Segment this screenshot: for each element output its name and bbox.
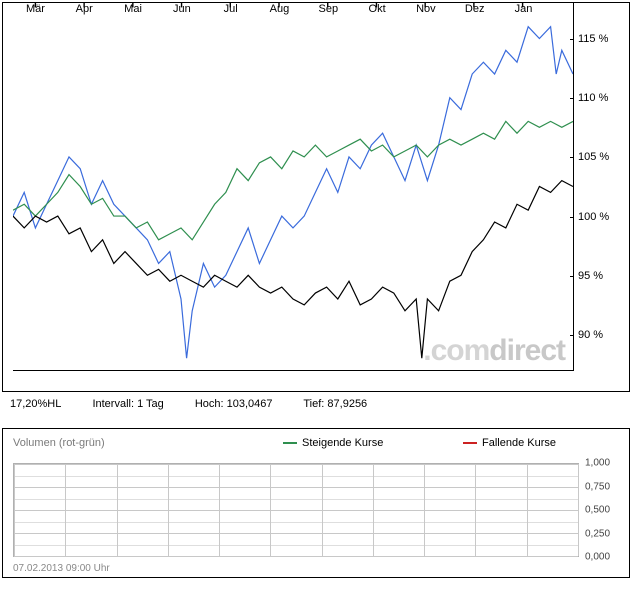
series-black: [13, 181, 573, 359]
y-tick-label: 115 %: [578, 33, 608, 45]
plot-area: .comdirect: [13, 3, 574, 371]
y-tick-label: 95 %: [578, 270, 603, 282]
volume-footer: 07.02.2013 09:00 Uhr: [13, 563, 110, 574]
y-tick-label: 100 %: [578, 211, 609, 223]
y-tick-label: 105 %: [578, 151, 609, 163]
legend-rising: Steigende Kurse: [283, 437, 383, 449]
volume-y-tick: 1,000: [585, 458, 610, 469]
plot-svg: [13, 3, 573, 370]
low-label: Tief: 87,9256: [303, 398, 367, 410]
volume-panel: Volumen (rot-grün) Steigende Kurse Falle…: [2, 428, 630, 578]
chart-container: MärAprMaiJunJulAugSepOktNovDezJan .comdi…: [0, 2, 632, 578]
volume-y-axis: 1,0000,7500,5000,2500,000: [581, 463, 625, 557]
volume-y-tick: 0,000: [585, 552, 610, 563]
y-tick-label: 90 %: [578, 329, 603, 341]
y-tick-label: 110 %: [578, 92, 608, 104]
volume-legend: Volumen (rot-grün) Steigende Kurse Falle…: [3, 429, 629, 459]
legend-up-line: [283, 442, 297, 444]
volume-y-tick: 0,750: [585, 481, 610, 492]
y-axis: 115 % 110 % 105 % 100 % 95 % 90 %: [574, 3, 629, 371]
pct-hl: 17,20%HL: [10, 398, 61, 410]
legend-down-line: [463, 442, 477, 444]
legend-falling: Fallende Kurse: [463, 437, 556, 449]
price-chart: MärAprMaiJunJulAugSepOktNovDezJan .comdi…: [2, 2, 630, 392]
volume-plot: [13, 463, 579, 557]
volume-title: Volumen (rot-grün): [13, 437, 105, 449]
high-label: Hoch: 103,0467: [195, 398, 273, 410]
info-bar: 17,20%HL Intervall: 1 Tag Hoch: 103,0467…: [0, 392, 632, 420]
volume-y-tick: 0,250: [585, 528, 610, 539]
volume-y-tick: 0,500: [585, 505, 610, 516]
series-blue: [13, 27, 573, 358]
series-green: [13, 121, 573, 239]
interval-label: Intervall: 1 Tag: [92, 398, 163, 410]
